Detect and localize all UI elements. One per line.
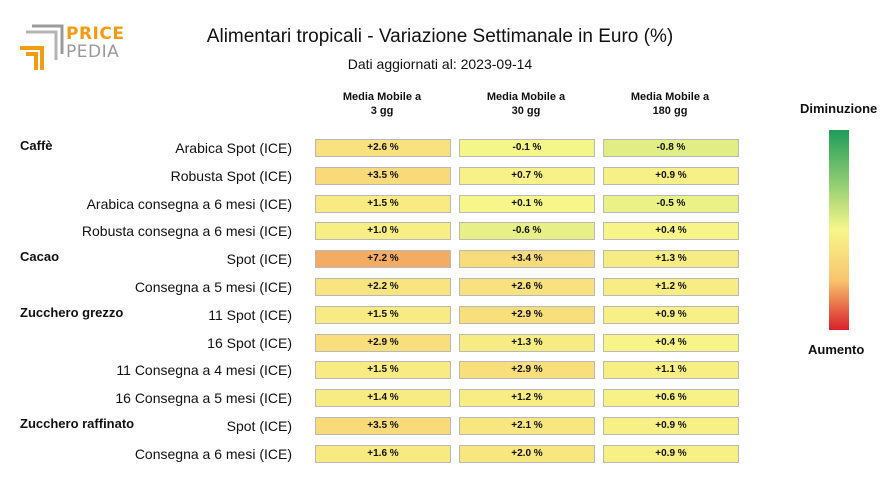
group-label: Zucchero grezzo xyxy=(20,304,124,320)
value-cell: +2.6 % xyxy=(459,278,595,296)
row-label: Consegna a 5 mesi (ICE) xyxy=(134,279,292,295)
group-label: Zucchero raffinato xyxy=(20,416,135,431)
row-label: 16 Spot (ICE) xyxy=(207,334,292,351)
value-cell: +2.9 % xyxy=(459,305,595,324)
value-cell: +2.9 % xyxy=(459,361,595,380)
legend-top-label: Diminuzione xyxy=(800,101,878,116)
value-cell: +7.2 % xyxy=(315,250,451,269)
row-label: Spot (ICE) xyxy=(226,418,292,434)
value-cell: +1.2 % xyxy=(603,278,739,296)
value-cell: +0.6 % xyxy=(603,389,739,408)
value-cell: +1.3 % xyxy=(459,333,595,352)
row-label: Arabica consegna a 6 mesi (ICE) xyxy=(86,195,292,212)
chart-title: Alimentari tropicali - Variazione Settim… xyxy=(206,26,674,47)
value-cell: +1.5 % xyxy=(315,361,451,380)
row-label: Consegna a 6 mesi (ICE) xyxy=(134,445,292,462)
group-label: Caffè xyxy=(20,138,53,153)
value-cell: +1.6 % xyxy=(315,444,451,463)
value-cell: +3.5 % xyxy=(315,166,451,185)
value-cell: +0.4 % xyxy=(603,222,739,241)
row-label: Robusta consegna a 6 mesi (ICE) xyxy=(81,223,292,240)
value-cell: +2.0 % xyxy=(459,444,595,463)
value-cell: +1.5 % xyxy=(315,305,451,324)
value-cell: +1.2 % xyxy=(459,389,595,408)
value-cell: +1.3 % xyxy=(603,250,739,269)
value-cell: +0.9 % xyxy=(603,444,739,463)
value-cell: +0.7 % xyxy=(459,166,595,185)
value-cell: +0.9 % xyxy=(603,305,739,324)
column-header: Media Mobile a 30 gg xyxy=(486,91,566,117)
value-cell: +3.5 % xyxy=(315,417,451,435)
row-label: Arabica Spot (ICE) xyxy=(175,140,292,156)
row-label: Spot (ICE) xyxy=(226,251,292,268)
chart-subtitle: Dati aggiornati al: 2023-09-14 xyxy=(347,56,533,72)
row-label: 11 Consegna a 4 mesi (ICE) xyxy=(116,362,292,379)
row-label: 11 Spot (ICE) xyxy=(208,306,292,323)
value-cell: +2.2 % xyxy=(315,278,451,296)
logo-word-pedia: PEDIA xyxy=(66,42,120,62)
color-scale-legend xyxy=(829,130,849,330)
value-cell: +0.9 % xyxy=(603,166,739,185)
value-cell: +2.9 % xyxy=(315,333,451,352)
value-cell: +2.6 % xyxy=(315,139,451,157)
value-cell: -0.6 % xyxy=(459,222,595,241)
value-cell: +1.5 % xyxy=(315,194,451,213)
logo-mark-icon xyxy=(20,24,64,70)
value-cell: -0.5 % xyxy=(603,194,739,213)
legend-bottom-label: Aumento xyxy=(808,342,865,357)
column-header: Media Mobile a 3 gg xyxy=(342,91,422,117)
value-cell: +1.4 % xyxy=(315,389,451,408)
value-cell: +1.0 % xyxy=(315,222,451,241)
row-label: 16 Consegna a 5 mesi (ICE) xyxy=(115,390,292,407)
logo-word-price: PRICE xyxy=(66,24,125,44)
value-cell: +2.1 % xyxy=(459,417,595,435)
value-cell: -0.8 % xyxy=(603,139,739,157)
value-cell: +0.4 % xyxy=(603,333,739,352)
pricepedia-logo: PRICE PEDIA xyxy=(18,24,138,74)
group-label: Cacao xyxy=(20,249,60,265)
row-label: Robusta Spot (ICE) xyxy=(170,167,292,184)
value-cell: +0.1 % xyxy=(459,194,595,213)
value-cell: -0.1 % xyxy=(459,139,595,157)
value-cell: +3.4 % xyxy=(459,250,595,269)
column-header: Media Mobile a 180 gg xyxy=(630,91,710,117)
value-cell: +0.9 % xyxy=(603,417,739,435)
value-cell: +1.1 % xyxy=(603,361,739,380)
